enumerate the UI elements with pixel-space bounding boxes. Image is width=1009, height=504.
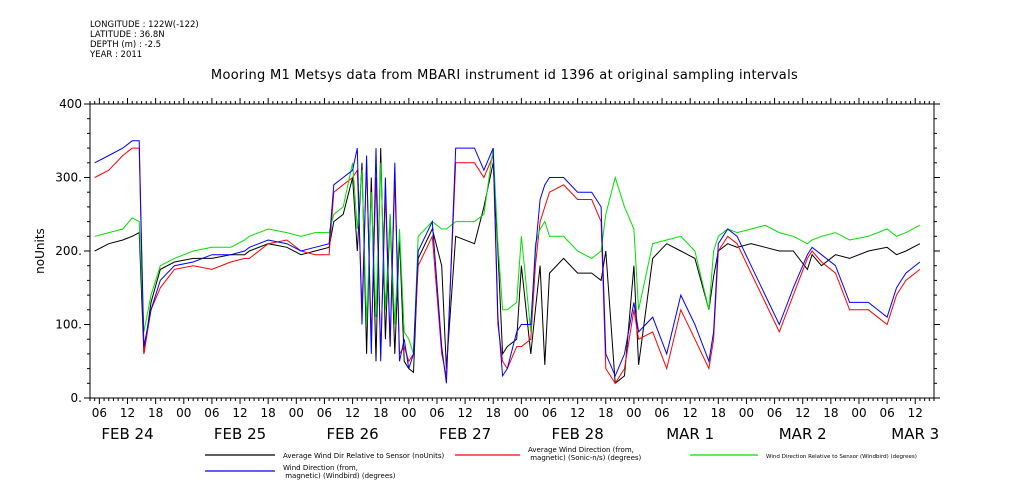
latitude-text: LATITUDE : 36.8N [90,30,165,40]
x-day-label: FEB 27 [439,425,491,443]
x-hour-label: 18 [373,406,388,420]
x-hour-label: 12 [457,406,472,420]
y-tick-label: 200. [55,244,82,258]
series-line-4 [94,140,921,384]
x-day-label: FEB 26 [326,425,378,443]
series-line-1 [94,148,921,385]
x-day-label: FEB 24 [101,425,153,443]
x-day-label: FEB 28 [552,425,604,443]
x-hour-label: 06 [317,406,332,420]
year-text: YEAR : 2011 [90,50,143,60]
x-day-label: FEB 25 [214,425,266,443]
x-hour-label: 18 [823,406,838,420]
y-tick-label: 0. [71,391,82,405]
x-hour-label: 12 [908,406,923,420]
series-line-2 [94,147,921,385]
metadata-block: LONGITUDE : 122W(-122) LATITUDE : 36.8N … [90,20,199,60]
y-axis-label: noUnits [33,228,47,274]
x-hour-label: 06 [92,406,107,420]
legend-label-1: Average Wind Dir Relative to Sensor (noU… [283,452,444,460]
x-hour-label: 00 [176,406,191,420]
x-hour-label: 12 [120,406,135,420]
x-hour-label: 18 [486,406,501,420]
x-hour-label: 00 [739,406,754,420]
x-hour-label: 18 [261,406,276,420]
x-hour-label: 06 [654,406,669,420]
y-tick-label: 400 [59,97,82,111]
series-line-3 [94,148,921,355]
x-hour-label: 00 [626,406,641,420]
x-hour-label: 12 [683,406,698,420]
legend-label-4: Wind Direction (from, magnetic) (Windbir… [283,464,396,480]
x-hour-label: 12 [345,406,360,420]
x-hour-label: 12 [795,406,810,420]
x-hour-label: 06 [879,406,894,420]
x-hour-label: 06 [204,406,219,420]
depth-text: DEPTH (m) : -2.5 [90,40,162,50]
legend-label-2: Average Wind Direction (from, magnetic) … [528,446,642,462]
x-hour-label: 00 [851,406,866,420]
x-hour-label: 12 [232,406,247,420]
x-day-label: MAR 1 [666,425,714,443]
x-hour-label: 18 [148,406,163,420]
x-hour-label: 18 [711,406,726,420]
longitude-text: LONGITUDE : 122W(-122) [90,20,199,30]
x-hour-label: 00 [401,406,416,420]
x-hour-label: 00 [289,406,304,420]
x-hour-label: 06 [542,406,557,420]
plot-frame [89,103,935,399]
x-hour-label: 18 [598,406,613,420]
y-tick-label: 300. [55,171,82,185]
x-day-label: MAR 3 [891,425,939,443]
x-hour-label: 12 [570,406,585,420]
legend-label-3: Wind Direction Relative to Sensor (Windb… [766,454,917,460]
y-tick-label: 100. [55,318,82,332]
x-hour-label: 06 [429,406,444,420]
x-day-label: MAR 2 [779,425,827,443]
x-hour-label: 00 [514,406,529,420]
x-hour-label: 06 [767,406,782,420]
chart-title: Mooring M1 Metsys data from MBARI instru… [210,68,799,83]
